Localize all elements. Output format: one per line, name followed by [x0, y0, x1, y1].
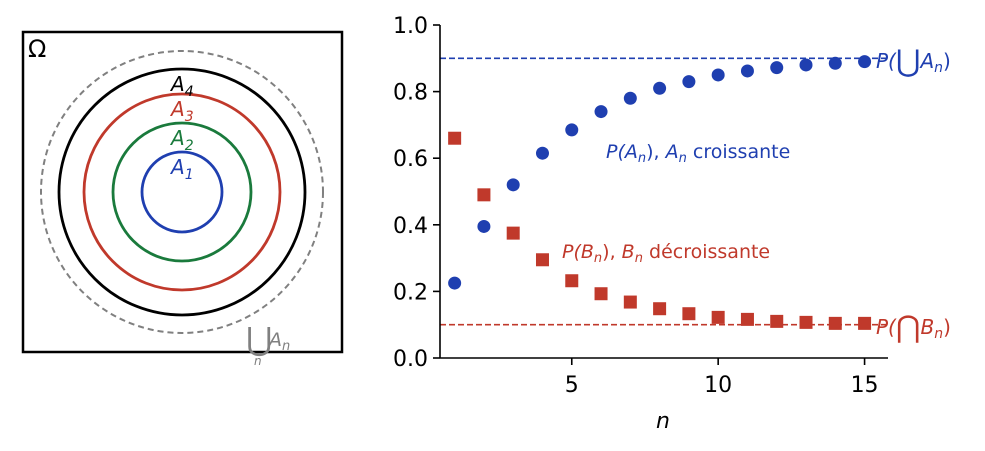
- series-b-point: [448, 131, 462, 145]
- series-b-point: [711, 310, 725, 324]
- series-b-point: [653, 302, 667, 316]
- series-a-point: [828, 56, 842, 70]
- union-circle: [40, 50, 324, 334]
- series-b-point: [565, 274, 579, 288]
- series-b-point: [594, 287, 608, 301]
- series-a-point: [711, 68, 725, 82]
- annotation-b-series: P(Bn), Bn décroissante: [562, 241, 770, 266]
- series-b-point: [682, 307, 696, 321]
- omega-label: Ω: [28, 35, 46, 63]
- series-a-point: [477, 219, 491, 233]
- series-b-point: [770, 314, 784, 328]
- set-a1-label: A1: [169, 155, 194, 183]
- union-set-label: An: [267, 329, 290, 354]
- x-tick-label: 5: [565, 373, 579, 398]
- chart: 0.0 0.2 0.4 0.6 0.8 1.0 5 10 15 n P(An), An croi…: [393, 14, 951, 434]
- union-symbol: ⋃: [246, 320, 272, 358]
- y-tick-label: 0.0: [393, 347, 428, 372]
- series-a-point: [770, 61, 784, 75]
- y-tick-label: 0.8: [393, 81, 428, 106]
- x-axis-label: n: [656, 409, 670, 434]
- series-b-point: [799, 315, 813, 329]
- ticks: 0.0 0.2 0.4 0.6 0.8 1.0 5 10 15: [393, 14, 879, 398]
- series-a-point: [506, 178, 520, 192]
- annotation-b-limit: P(⋂Bn): [876, 310, 951, 345]
- series-a-point: [565, 123, 579, 137]
- series-a-point: [653, 81, 667, 95]
- union-label: ⋃ An n: [246, 320, 290, 368]
- set-a1-circle: [140, 150, 224, 234]
- x-tick-label: 10: [704, 373, 732, 398]
- set-a2-circle: [111, 121, 253, 263]
- x-tick-label: 15: [851, 373, 879, 398]
- series-a-point: [858, 55, 872, 69]
- series-b-point: [858, 316, 872, 330]
- annotation-a-limit: P(⋃An): [876, 44, 951, 79]
- series-a-point: [623, 91, 637, 105]
- annotation-a-series: P(An), An croissante: [606, 141, 790, 166]
- set-a3-label: A3: [169, 97, 194, 125]
- series-a-point: [535, 146, 549, 160]
- series-a-point: [594, 105, 608, 119]
- series-b-point: [740, 312, 754, 326]
- set-a4-label: A4: [169, 72, 194, 100]
- series-b-point: [623, 295, 637, 309]
- y-tick-label: 0.4: [393, 214, 428, 239]
- series-b-point: [477, 188, 491, 202]
- y-tick-label: 0.6: [393, 147, 428, 172]
- reference-lines: [440, 57, 888, 326]
- axes: [439, 25, 888, 359]
- venn-diagram: Ω A4 A3 A2 A1 ⋃ An n: [21, 30, 344, 368]
- series-a-point: [682, 75, 696, 89]
- series-b-point: [506, 226, 520, 240]
- series-a-point: [740, 64, 754, 78]
- series-b-point: [535, 253, 549, 267]
- union-index: n: [254, 354, 262, 368]
- series-b-point: [828, 316, 842, 330]
- series-a-point: [799, 58, 813, 72]
- set-a4-circle: [57, 67, 307, 317]
- y-tick-label: 1.0: [393, 14, 428, 39]
- omega-frame: [21, 30, 344, 354]
- set-a3-circle: [82, 92, 282, 292]
- y-tick-label: 0.2: [393, 280, 428, 305]
- set-a2-label: A2: [169, 126, 194, 154]
- series: [448, 55, 872, 330]
- series-a-point: [448, 276, 462, 290]
